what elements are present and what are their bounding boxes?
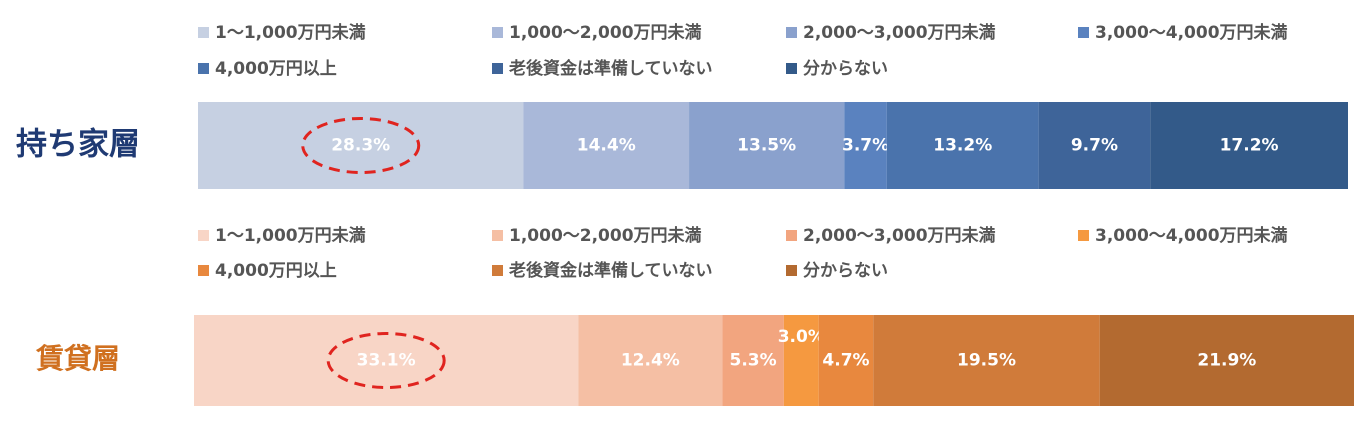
data-label: 5.3%: [730, 351, 777, 371]
legend-swatch: [1078, 230, 1089, 241]
legend-label: 4,000万円以上: [215, 261, 337, 281]
bar-segment: [689, 102, 845, 189]
legend-item: 4,000万円以上: [198, 261, 337, 281]
data-label: 17.2%: [1220, 136, 1279, 156]
bar-segment: [1099, 315, 1354, 406]
bar-segment: [1038, 102, 1151, 189]
data-label: 12.4%: [621, 351, 680, 371]
legend-label: 1〜1,000万円未満: [215, 22, 366, 43]
bar-segment: [844, 102, 887, 189]
legend-item: 老後資金は準備していない: [492, 260, 713, 281]
bar-segment: [873, 315, 1100, 406]
legend-label: 3,000〜4,000万円未満: [1095, 225, 1288, 246]
legend-item: 分からない: [786, 261, 888, 281]
chart-group-1: 1〜1,000万円未満 1,000〜2,000万円未満 2,000〜3,000万円未…: [16, 22, 1348, 189]
legend-swatch: [492, 265, 503, 276]
legend-label: 2,000〜3,000万円未満: [803, 22, 996, 43]
row-label: 賃貸層: [35, 342, 120, 375]
legend-label: 1,000〜2,000万円未満: [509, 225, 702, 246]
legend-label: 分からない: [803, 59, 888, 79]
data-label: 3.0%: [778, 327, 825, 347]
legend-swatch: [492, 230, 503, 241]
legend-item: 3,000〜4,000万円未満: [1078, 22, 1288, 43]
legend-swatch: [198, 265, 209, 276]
legend-swatch: [786, 230, 797, 241]
bar-segment: [783, 315, 819, 406]
legend-label: 老後資金は準備していない: [508, 58, 713, 79]
bar-segment: [886, 102, 1039, 189]
bar-segment: [578, 315, 723, 406]
data-label: 13.2%: [933, 136, 992, 156]
legend-swatch: [198, 27, 209, 38]
legend-item: 4,000万円以上: [198, 59, 337, 79]
bar-segment: [198, 102, 524, 189]
legend-item: 分からない: [786, 59, 888, 79]
legend-label: 老後資金は準備していない: [508, 260, 713, 281]
bar-segment: [523, 102, 690, 189]
data-label: 3.7%: [842, 136, 889, 156]
legend-label: 1〜1,000万円未満: [215, 225, 366, 246]
legend-label: 2,000〜3,000万円未満: [803, 225, 996, 246]
legend-swatch: [198, 63, 209, 74]
data-label: 9.7%: [1071, 136, 1118, 156]
legend-item: 1〜1,000万円未満: [198, 225, 366, 246]
legend-item: 2,000〜3,000万円未満: [786, 225, 996, 246]
bar-segment: [1150, 102, 1348, 189]
legend-swatch: [786, 265, 797, 276]
legend-swatch: [1078, 27, 1089, 38]
legend-item: 2,000〜3,000万円未満: [786, 22, 996, 43]
legend-swatch: [198, 230, 209, 241]
legend-swatch: [492, 27, 503, 38]
data-label: 13.5%: [737, 136, 796, 156]
bar-segment: [722, 315, 784, 406]
legend-label: 3,000〜4,000万円未満: [1095, 22, 1288, 43]
bar-segment: [818, 315, 874, 406]
legend-item: 1,000〜2,000万円未満: [492, 225, 702, 246]
legend-item: 3,000〜4,000万円未満: [1078, 225, 1288, 246]
highlight-ellipse: [301, 117, 421, 174]
legend-swatch: [786, 27, 797, 38]
data-label: 14.4%: [577, 136, 636, 156]
legend-item: 1,000〜2,000万円未満: [492, 22, 702, 43]
highlight-ellipse: [326, 332, 446, 389]
chart-group-2: 1〜1,000万円未満 1,000〜2,000万円未満 2,000〜3,000万円未…: [35, 225, 1354, 406]
legend-item: 1〜1,000万円未満: [198, 22, 366, 43]
legend-label: 1,000〜2,000万円未満: [509, 22, 702, 43]
bar-segment: [194, 315, 579, 406]
data-label: 28.3%: [331, 136, 390, 156]
legend-swatch: [492, 63, 503, 74]
legend-label: 分からない: [803, 261, 888, 281]
legend-item: 老後資金は準備していない: [492, 58, 713, 79]
legend-label: 4,000万円以上: [215, 59, 337, 79]
data-label: 4.7%: [822, 351, 869, 371]
data-label: 21.9%: [1197, 351, 1256, 371]
data-label: 19.5%: [957, 351, 1016, 371]
row-label: 持ち家層: [16, 127, 140, 163]
legend-swatch: [786, 63, 797, 74]
data-label: 33.1%: [357, 351, 416, 371]
